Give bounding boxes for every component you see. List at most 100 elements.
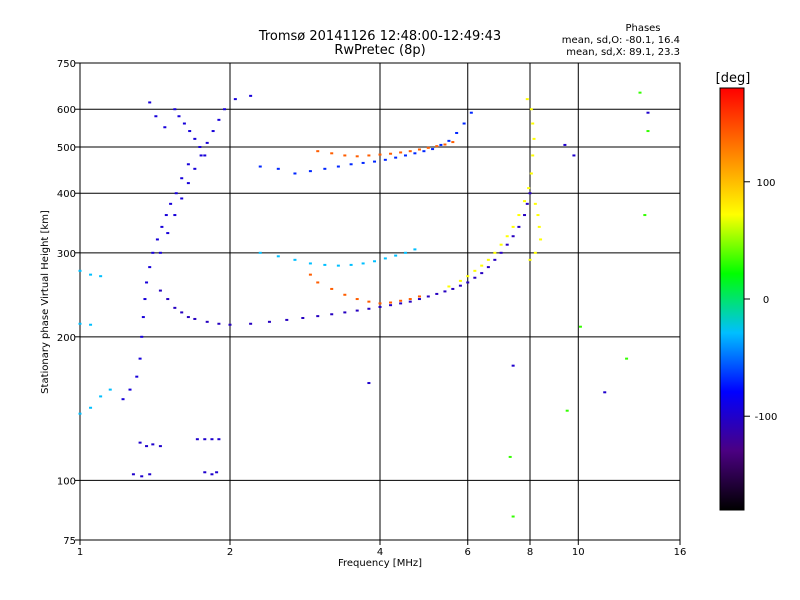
stats-header: Phases	[625, 23, 660, 34]
data-point	[435, 292, 439, 295]
x-axis-label: Frequency [MHz]	[338, 558, 422, 569]
data-point	[447, 139, 451, 142]
data-point	[148, 101, 152, 104]
x-tick-label: 4	[377, 547, 383, 558]
data-point	[469, 111, 473, 114]
x-tick-label: 10	[572, 547, 585, 558]
data-point	[249, 322, 253, 325]
data-point	[455, 131, 459, 134]
data-point	[316, 150, 320, 153]
data-point	[276, 167, 280, 170]
data-point	[154, 115, 158, 118]
y-tick-label: 100	[57, 476, 76, 487]
data-point	[527, 187, 531, 190]
data-point	[389, 152, 393, 155]
data-point	[151, 251, 155, 254]
data-point	[417, 148, 421, 151]
data-point	[316, 281, 320, 284]
y-tick-label: 500	[57, 143, 76, 154]
y-tick-label: 200	[57, 333, 76, 344]
data-point	[486, 258, 490, 261]
data-point	[193, 137, 197, 140]
data-point	[330, 313, 334, 316]
data-point	[205, 141, 209, 144]
data-point	[413, 152, 417, 155]
data-point	[198, 145, 202, 148]
y-tick-label: 400	[57, 189, 76, 200]
data-point	[163, 126, 167, 129]
data-point	[399, 302, 403, 305]
data-point	[128, 388, 132, 391]
data-point	[158, 445, 162, 448]
data-point	[267, 320, 271, 323]
data-point	[439, 143, 443, 146]
data-point	[417, 298, 421, 301]
data-point	[343, 293, 347, 296]
data-point	[480, 272, 484, 275]
data-point	[462, 122, 466, 125]
data-point	[466, 281, 470, 284]
data-point	[367, 307, 371, 310]
data-point	[138, 357, 142, 360]
data-point	[408, 300, 412, 303]
data-point	[155, 238, 159, 241]
data-point	[355, 298, 359, 301]
data-point	[378, 305, 382, 308]
data-point	[301, 317, 305, 320]
data-point	[330, 152, 334, 155]
y-tick-label: 750	[57, 59, 76, 70]
data-point	[217, 438, 221, 441]
data-point	[537, 225, 541, 228]
data-point	[203, 154, 207, 157]
data-point	[355, 309, 359, 312]
data-point	[435, 145, 439, 148]
data-point	[177, 115, 181, 118]
data-point	[140, 475, 144, 478]
data-point	[336, 165, 340, 168]
data-point	[258, 251, 262, 254]
data-point	[141, 316, 145, 319]
data-point	[180, 197, 184, 200]
data-point	[493, 258, 497, 261]
data-point	[408, 298, 412, 301]
data-point	[228, 323, 232, 326]
data-point	[166, 232, 170, 235]
data-point	[349, 163, 353, 166]
x-tick-label: 2	[227, 547, 233, 558]
data-point	[399, 299, 403, 302]
data-point	[78, 322, 82, 325]
data-point	[422, 150, 426, 153]
data-point	[517, 225, 521, 228]
data-point	[367, 382, 371, 385]
data-point	[158, 251, 162, 254]
data-point	[135, 375, 139, 378]
data-point	[193, 317, 197, 320]
chart-subtitle: RwPretec (8p)	[334, 43, 425, 58]
y-axis-label: Stationary phase Virtual Height [km]	[40, 210, 51, 394]
data-point	[158, 289, 162, 292]
x-tick-label: 16	[674, 547, 687, 558]
data-point	[451, 141, 455, 144]
colorbar-tick-label: 0	[763, 295, 769, 306]
data-point	[99, 395, 103, 398]
data-point	[394, 254, 398, 257]
data-point	[89, 323, 93, 326]
data-point	[367, 300, 371, 303]
data-point	[180, 311, 184, 314]
data-point	[164, 214, 168, 217]
stats-x-mode: mean, sd,X: 89.1, 23.3	[566, 47, 680, 58]
data-point	[505, 243, 509, 246]
data-point	[169, 202, 173, 205]
data-point	[140, 335, 144, 338]
data-point	[210, 473, 214, 476]
data-point	[203, 471, 207, 474]
data-point	[308, 170, 312, 173]
data-point	[417, 295, 421, 298]
data-point	[182, 122, 186, 125]
data-point	[473, 269, 477, 272]
data-point	[529, 108, 533, 111]
data-point	[145, 281, 149, 284]
data-point	[511, 235, 515, 238]
data-point	[78, 269, 82, 272]
